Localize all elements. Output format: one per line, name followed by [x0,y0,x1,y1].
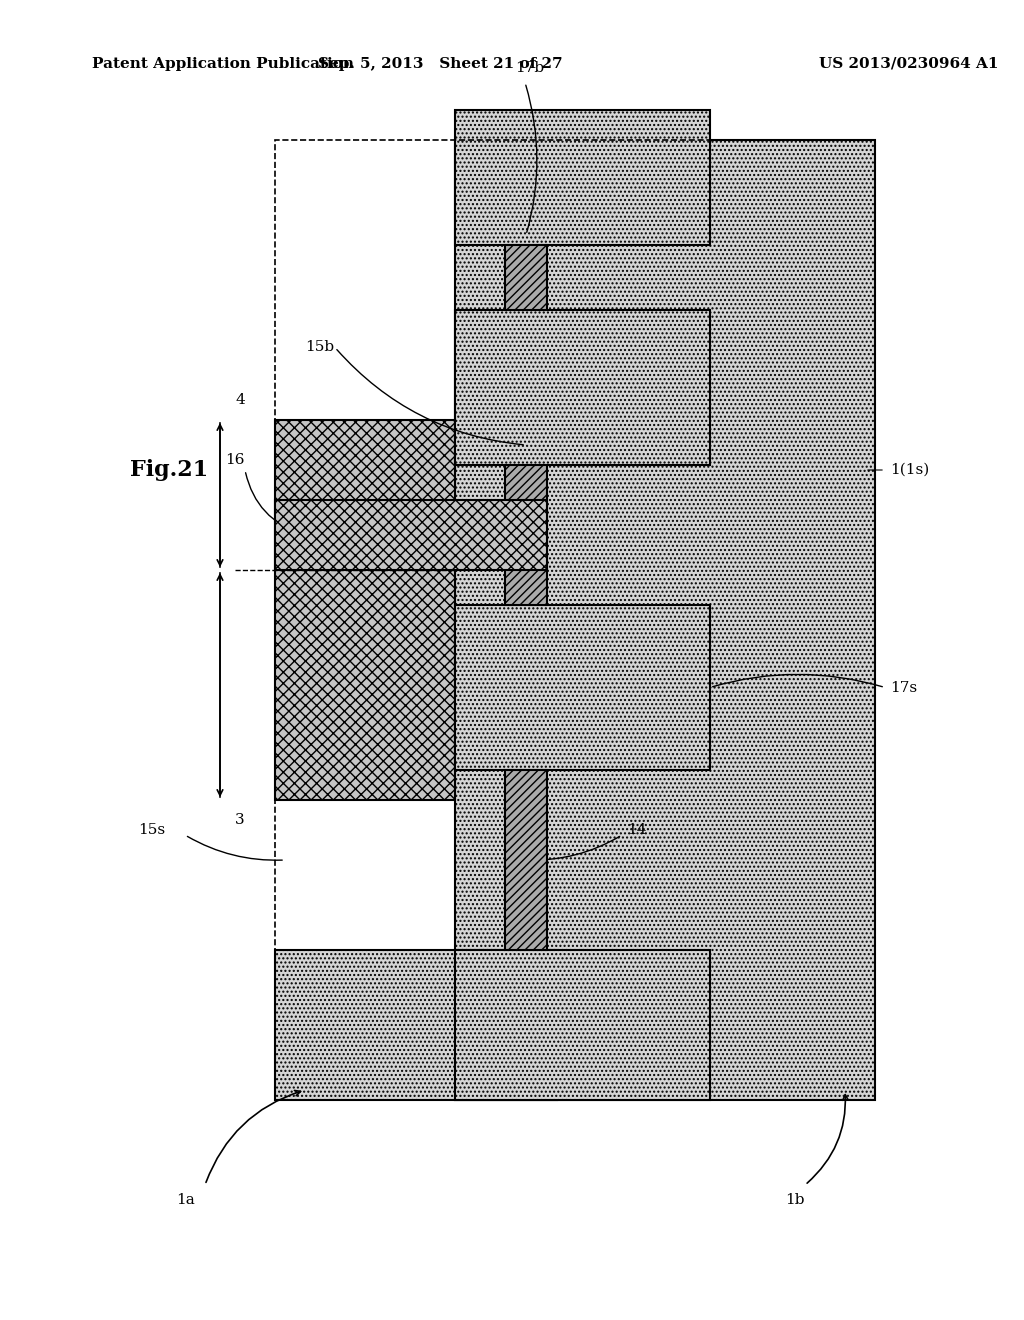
Text: Sep. 5, 2013   Sheet 21 of 27: Sep. 5, 2013 Sheet 21 of 27 [318,57,562,71]
Text: Patent Application Publication: Patent Application Publication [92,57,354,71]
Bar [275,140,874,1100]
Text: 15b: 15b [305,341,334,355]
Bar [505,246,547,310]
Text: 14: 14 [627,822,646,837]
Bar [505,770,547,950]
Bar [455,140,874,1100]
Text: Fig.21: Fig.21 [130,459,208,480]
Bar [455,310,710,465]
Text: 15s: 15s [138,822,165,837]
Bar [505,465,547,605]
Text: 1a: 1a [176,1193,195,1206]
Text: 17s: 17s [890,681,918,694]
Bar [275,500,547,570]
Bar [455,605,710,770]
Bar [275,420,455,800]
Bar [275,950,557,1100]
Text: 17b: 17b [515,61,544,74]
Bar [455,110,710,246]
Text: 16: 16 [225,453,245,467]
Bar [455,950,710,1100]
Text: 1(1s): 1(1s) [890,463,929,477]
Text: 3: 3 [234,813,245,828]
Text: 4: 4 [234,393,245,407]
Text: US 2013/0230964 A1: US 2013/0230964 A1 [819,57,998,71]
Text: 1b: 1b [785,1193,805,1206]
